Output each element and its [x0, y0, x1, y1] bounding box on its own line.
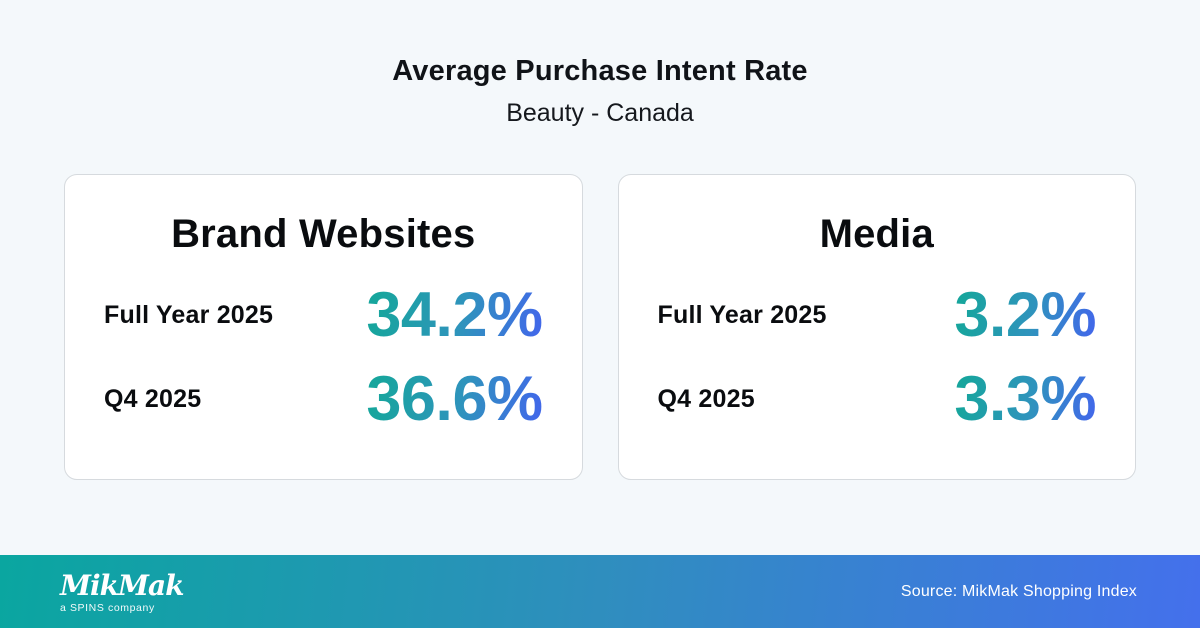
stat-label: Full Year 2025 [657, 300, 827, 329]
stat-value: 3.3% [954, 360, 1096, 438]
stat-cards-row: Brand Websites Full Year 2025 34.2% Q4 2… [0, 174, 1200, 480]
stat-label: Q4 2025 [657, 384, 755, 413]
stat-row-q4: Q4 2025 36.6% [65, 357, 582, 441]
header: Average Purchase Intent Rate Beauty - Ca… [0, 0, 1200, 128]
card-title: Media [819, 212, 934, 256]
stat-value: 34.2% [366, 276, 543, 354]
stat-row-full-year: Full Year 2025 34.2% [65, 273, 582, 357]
page-subtitle: Beauty - Canada [506, 99, 694, 127]
stat-label: Q4 2025 [104, 384, 202, 413]
stat-value: 36.6% [366, 360, 543, 438]
mikmak-logo-wordmark: MikMak [60, 568, 185, 602]
page-title: Average Purchase Intent Rate [392, 55, 808, 87]
card-media: Media Full Year 2025 3.2% Q4 2025 3.3% [617, 174, 1136, 480]
source-attribution: Source: MikMak Shopping Index [900, 582, 1137, 600]
stat-row-q4: Q4 2025 3.3% [619, 357, 1136, 441]
stat-label: Full Year 2025 [104, 300, 274, 329]
footer-bar: MikMak a SPINS company Source: MikMak Sh… [0, 555, 1200, 628]
stat-row-full-year: Full Year 2025 3.2% [619, 273, 1136, 357]
card-brand-websites: Brand Websites Full Year 2025 34.2% Q4 2… [64, 174, 583, 480]
stat-value: 3.2% [954, 276, 1096, 354]
mikmak-logo-tagline: a SPINS company [60, 601, 155, 614]
mikmak-logo: MikMak a SPINS company [60, 568, 185, 614]
card-title: Brand Websites [171, 212, 476, 256]
